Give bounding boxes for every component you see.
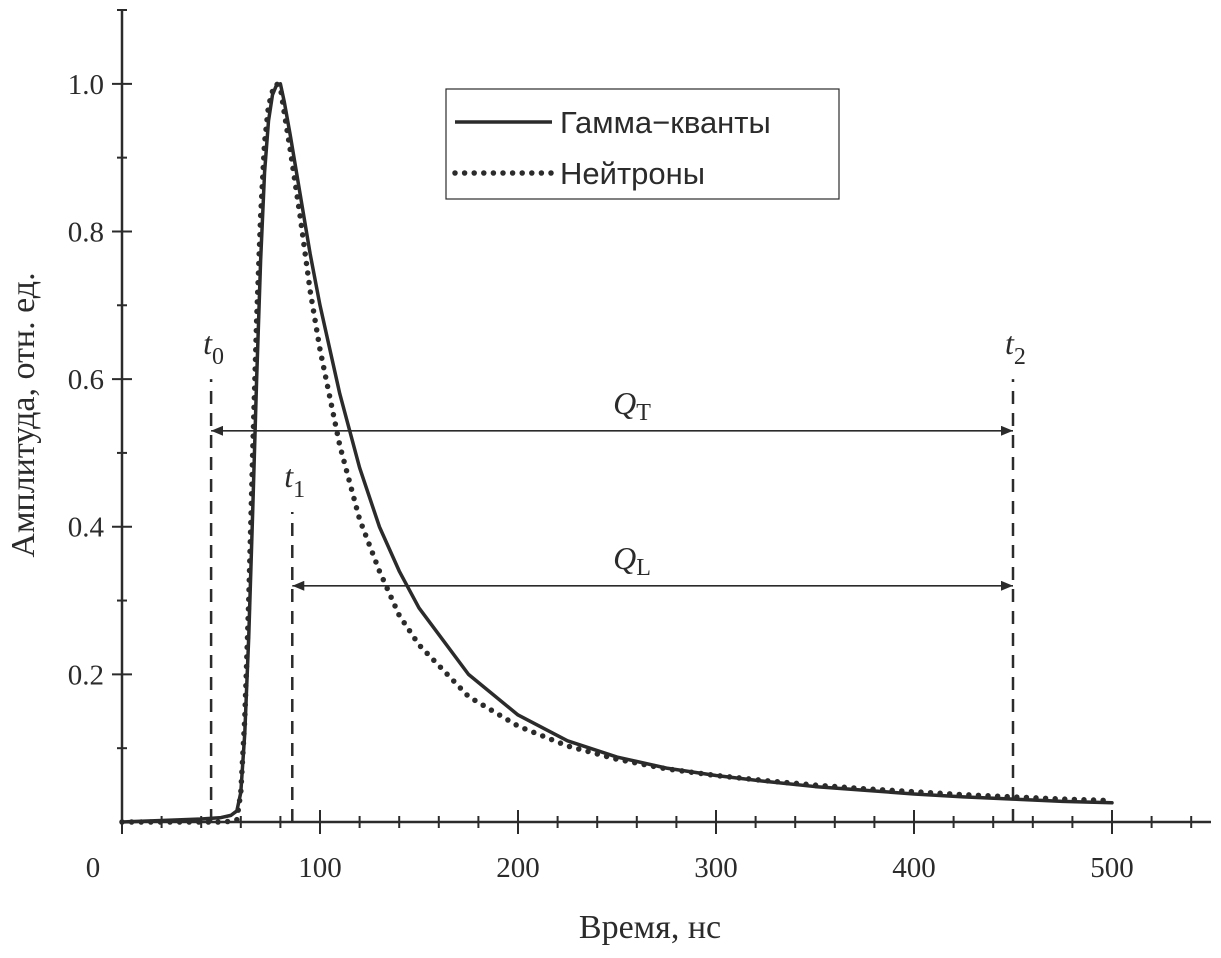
series-line-neutron	[119, 81, 1115, 825]
range-label-QT: QT	[613, 385, 651, 426]
vline-label-t0: t0	[203, 325, 224, 370]
y-tick-label: 0.2	[68, 659, 104, 691]
range-sub-QL: L	[636, 555, 651, 581]
y-axis-title: Амплитуда, отн. ед.	[5, 272, 42, 557]
x-tick-label: 500	[1090, 852, 1134, 884]
legend-box	[445, 88, 840, 200]
vline-label-t2: t2	[1005, 325, 1026, 370]
legend-label-gamma: Гамма−кванты	[560, 105, 771, 140]
vline-sub-t0: 0	[212, 344, 224, 370]
y-tick-label: 0.6	[68, 364, 104, 396]
range-label-QL: QL	[613, 540, 651, 581]
y-tick-label: 1.0	[68, 69, 104, 101]
x-tick-label: 200	[496, 852, 540, 884]
legend-label-neutron: Нейтроны	[560, 156, 705, 191]
annotations: t0 t1 t2 QT QL	[203, 325, 1026, 822]
series-layer	[119, 81, 1115, 825]
legend: Гамма−кванты Нейтроны	[445, 88, 840, 200]
vline-label-t1: t1	[284, 458, 305, 503]
x-tick-label: 400	[892, 852, 936, 884]
y-tick-label: 0.8	[68, 216, 104, 248]
axes	[120, 10, 1211, 824]
y-tick-label: 0.4	[68, 512, 105, 544]
vline-sub-t2: 2	[1014, 344, 1026, 370]
x-tick-label: 100	[298, 852, 342, 884]
tick-labels: 0 100 200 300 400 500 0.2 0.4 0.6 0.8 1.0	[68, 69, 1134, 884]
vline-sub-t1: 1	[293, 477, 305, 503]
x-axis-title: Время, нс	[579, 909, 721, 946]
ticks	[112, 9, 1193, 834]
x-tick-label: 300	[694, 852, 738, 884]
range-sub-QT: T	[636, 400, 651, 426]
x-tick-label: 0	[86, 852, 101, 884]
